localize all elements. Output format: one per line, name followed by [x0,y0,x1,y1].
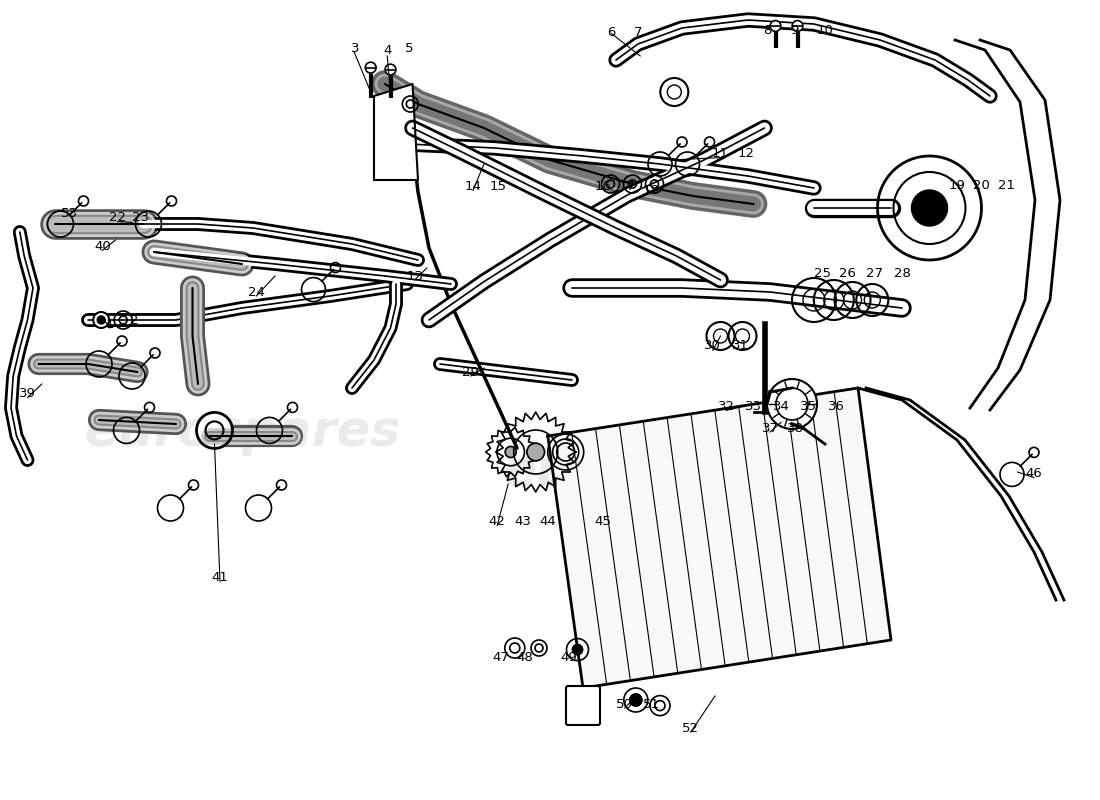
Circle shape [878,156,981,260]
Text: 25: 25 [814,267,832,280]
Text: 16: 16 [594,180,612,193]
Text: 31: 31 [732,339,749,352]
Text: 13: 13 [406,270,424,282]
Text: 44: 44 [539,515,557,528]
Text: 4: 4 [383,44,392,57]
Text: 30: 30 [704,339,722,352]
Text: 52: 52 [682,722,700,734]
Circle shape [365,62,376,73]
Text: 10: 10 [816,24,834,37]
Text: 38: 38 [786,422,804,434]
Circle shape [572,645,583,654]
Text: 21: 21 [998,179,1015,192]
Circle shape [660,78,689,106]
Circle shape [94,312,109,328]
Text: 50: 50 [616,698,634,710]
Text: 14: 14 [464,180,482,193]
Text: 41: 41 [211,571,229,584]
Text: 39: 39 [19,387,36,400]
Polygon shape [374,84,418,180]
Text: eurospares: eurospares [502,448,818,496]
Text: 42: 42 [488,515,506,528]
Circle shape [197,413,232,448]
Text: 17: 17 [618,180,636,193]
Text: 11: 11 [712,147,729,160]
Circle shape [770,21,781,31]
Text: 49: 49 [560,651,578,664]
Text: 9: 9 [790,24,799,37]
Text: 15: 15 [490,180,507,193]
Text: 5: 5 [405,42,414,54]
Text: 19: 19 [948,179,966,192]
Text: 47: 47 [492,651,509,664]
Circle shape [912,190,947,226]
Circle shape [630,694,641,706]
Text: 53: 53 [60,207,78,220]
Text: 2: 2 [130,314,139,326]
Polygon shape [548,388,891,688]
Text: 35: 35 [800,400,817,413]
Circle shape [792,21,803,31]
Text: 34: 34 [772,400,790,413]
Text: 40: 40 [94,240,111,253]
Text: 12: 12 [737,147,755,160]
Text: 48: 48 [516,651,534,664]
Text: 22: 22 [109,211,126,224]
Text: 45: 45 [594,515,612,528]
Circle shape [527,443,544,461]
Text: 6: 6 [607,26,616,38]
Text: 29: 29 [462,366,480,378]
Text: 33: 33 [745,400,762,413]
Text: 46: 46 [1025,467,1043,480]
Text: 24: 24 [248,286,265,298]
Text: 23: 23 [132,211,150,224]
Circle shape [385,64,396,75]
Text: 7: 7 [634,26,642,38]
Text: 27: 27 [866,267,883,280]
Circle shape [97,316,106,324]
Text: eurospares: eurospares [84,408,400,456]
Text: 37: 37 [761,422,779,434]
Text: 26: 26 [838,267,856,280]
Text: 3: 3 [351,42,360,54]
FancyBboxPatch shape [566,686,600,725]
Text: 32: 32 [717,400,735,413]
Text: 51: 51 [642,698,660,710]
Text: 20: 20 [972,179,990,192]
Circle shape [505,446,516,458]
Text: 1: 1 [106,318,114,330]
Text: 43: 43 [514,515,531,528]
Circle shape [767,379,817,429]
Text: 36: 36 [827,400,845,413]
Text: 28: 28 [893,267,911,280]
Text: 8: 8 [763,24,772,37]
Text: 18: 18 [642,184,660,197]
